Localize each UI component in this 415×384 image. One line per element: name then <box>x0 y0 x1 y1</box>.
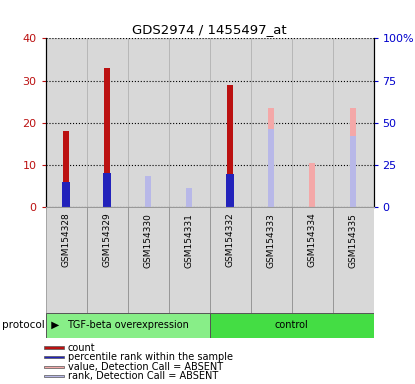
Bar <box>44 346 64 349</box>
Bar <box>168 207 210 315</box>
Bar <box>226 174 234 207</box>
Bar <box>44 366 64 368</box>
Bar <box>251 207 291 315</box>
Bar <box>44 356 64 358</box>
Bar <box>291 207 332 315</box>
Text: protocol  ▶: protocol ▶ <box>2 320 59 331</box>
Bar <box>128 38 168 207</box>
Bar <box>186 188 192 207</box>
Bar <box>268 129 274 207</box>
Bar <box>291 38 332 207</box>
Text: control: control <box>275 320 308 331</box>
Text: GSM154331: GSM154331 <box>185 213 193 268</box>
Bar <box>210 38 251 207</box>
Bar <box>350 108 356 207</box>
Bar <box>332 207 374 315</box>
Text: GSM154333: GSM154333 <box>266 213 276 268</box>
Text: rank, Detection Call = ABSENT: rank, Detection Call = ABSENT <box>68 371 218 381</box>
Bar <box>46 313 210 338</box>
Text: GSM154334: GSM154334 <box>308 213 317 268</box>
Bar <box>227 85 233 207</box>
Bar <box>103 173 111 207</box>
Bar <box>309 163 315 207</box>
Text: count: count <box>68 343 95 353</box>
Bar <box>87 38 127 207</box>
Text: GSM154330: GSM154330 <box>144 213 153 268</box>
Bar <box>62 182 70 207</box>
Bar <box>46 207 87 315</box>
Bar <box>350 136 356 207</box>
Bar <box>104 68 110 207</box>
Text: percentile rank within the sample: percentile rank within the sample <box>68 352 232 362</box>
Bar <box>145 186 151 207</box>
Bar <box>145 176 151 207</box>
Text: GSM154332: GSM154332 <box>226 213 234 268</box>
Bar <box>63 131 69 207</box>
Bar <box>44 375 64 377</box>
Bar <box>128 207 168 315</box>
Bar <box>87 207 127 315</box>
Text: value, Detection Call = ABSENT: value, Detection Call = ABSENT <box>68 362 223 372</box>
Text: GSM154329: GSM154329 <box>103 213 112 268</box>
Bar <box>332 38 374 207</box>
Bar <box>186 199 192 207</box>
Text: GSM154328: GSM154328 <box>62 213 71 268</box>
Bar <box>268 108 274 207</box>
Text: TGF-beta overexpression: TGF-beta overexpression <box>67 320 188 331</box>
Text: GSM154335: GSM154335 <box>349 213 357 268</box>
Bar <box>168 38 210 207</box>
Bar <box>210 313 374 338</box>
Title: GDS2974 / 1455497_at: GDS2974 / 1455497_at <box>132 23 287 36</box>
Bar <box>210 207 251 315</box>
Bar <box>251 38 291 207</box>
Bar <box>46 38 87 207</box>
